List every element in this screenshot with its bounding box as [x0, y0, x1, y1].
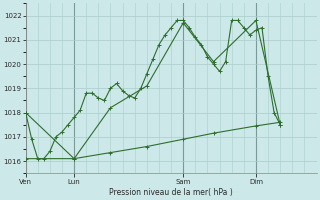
X-axis label: Pression niveau de la mer( hPa ): Pression niveau de la mer( hPa ): [109, 188, 233, 197]
